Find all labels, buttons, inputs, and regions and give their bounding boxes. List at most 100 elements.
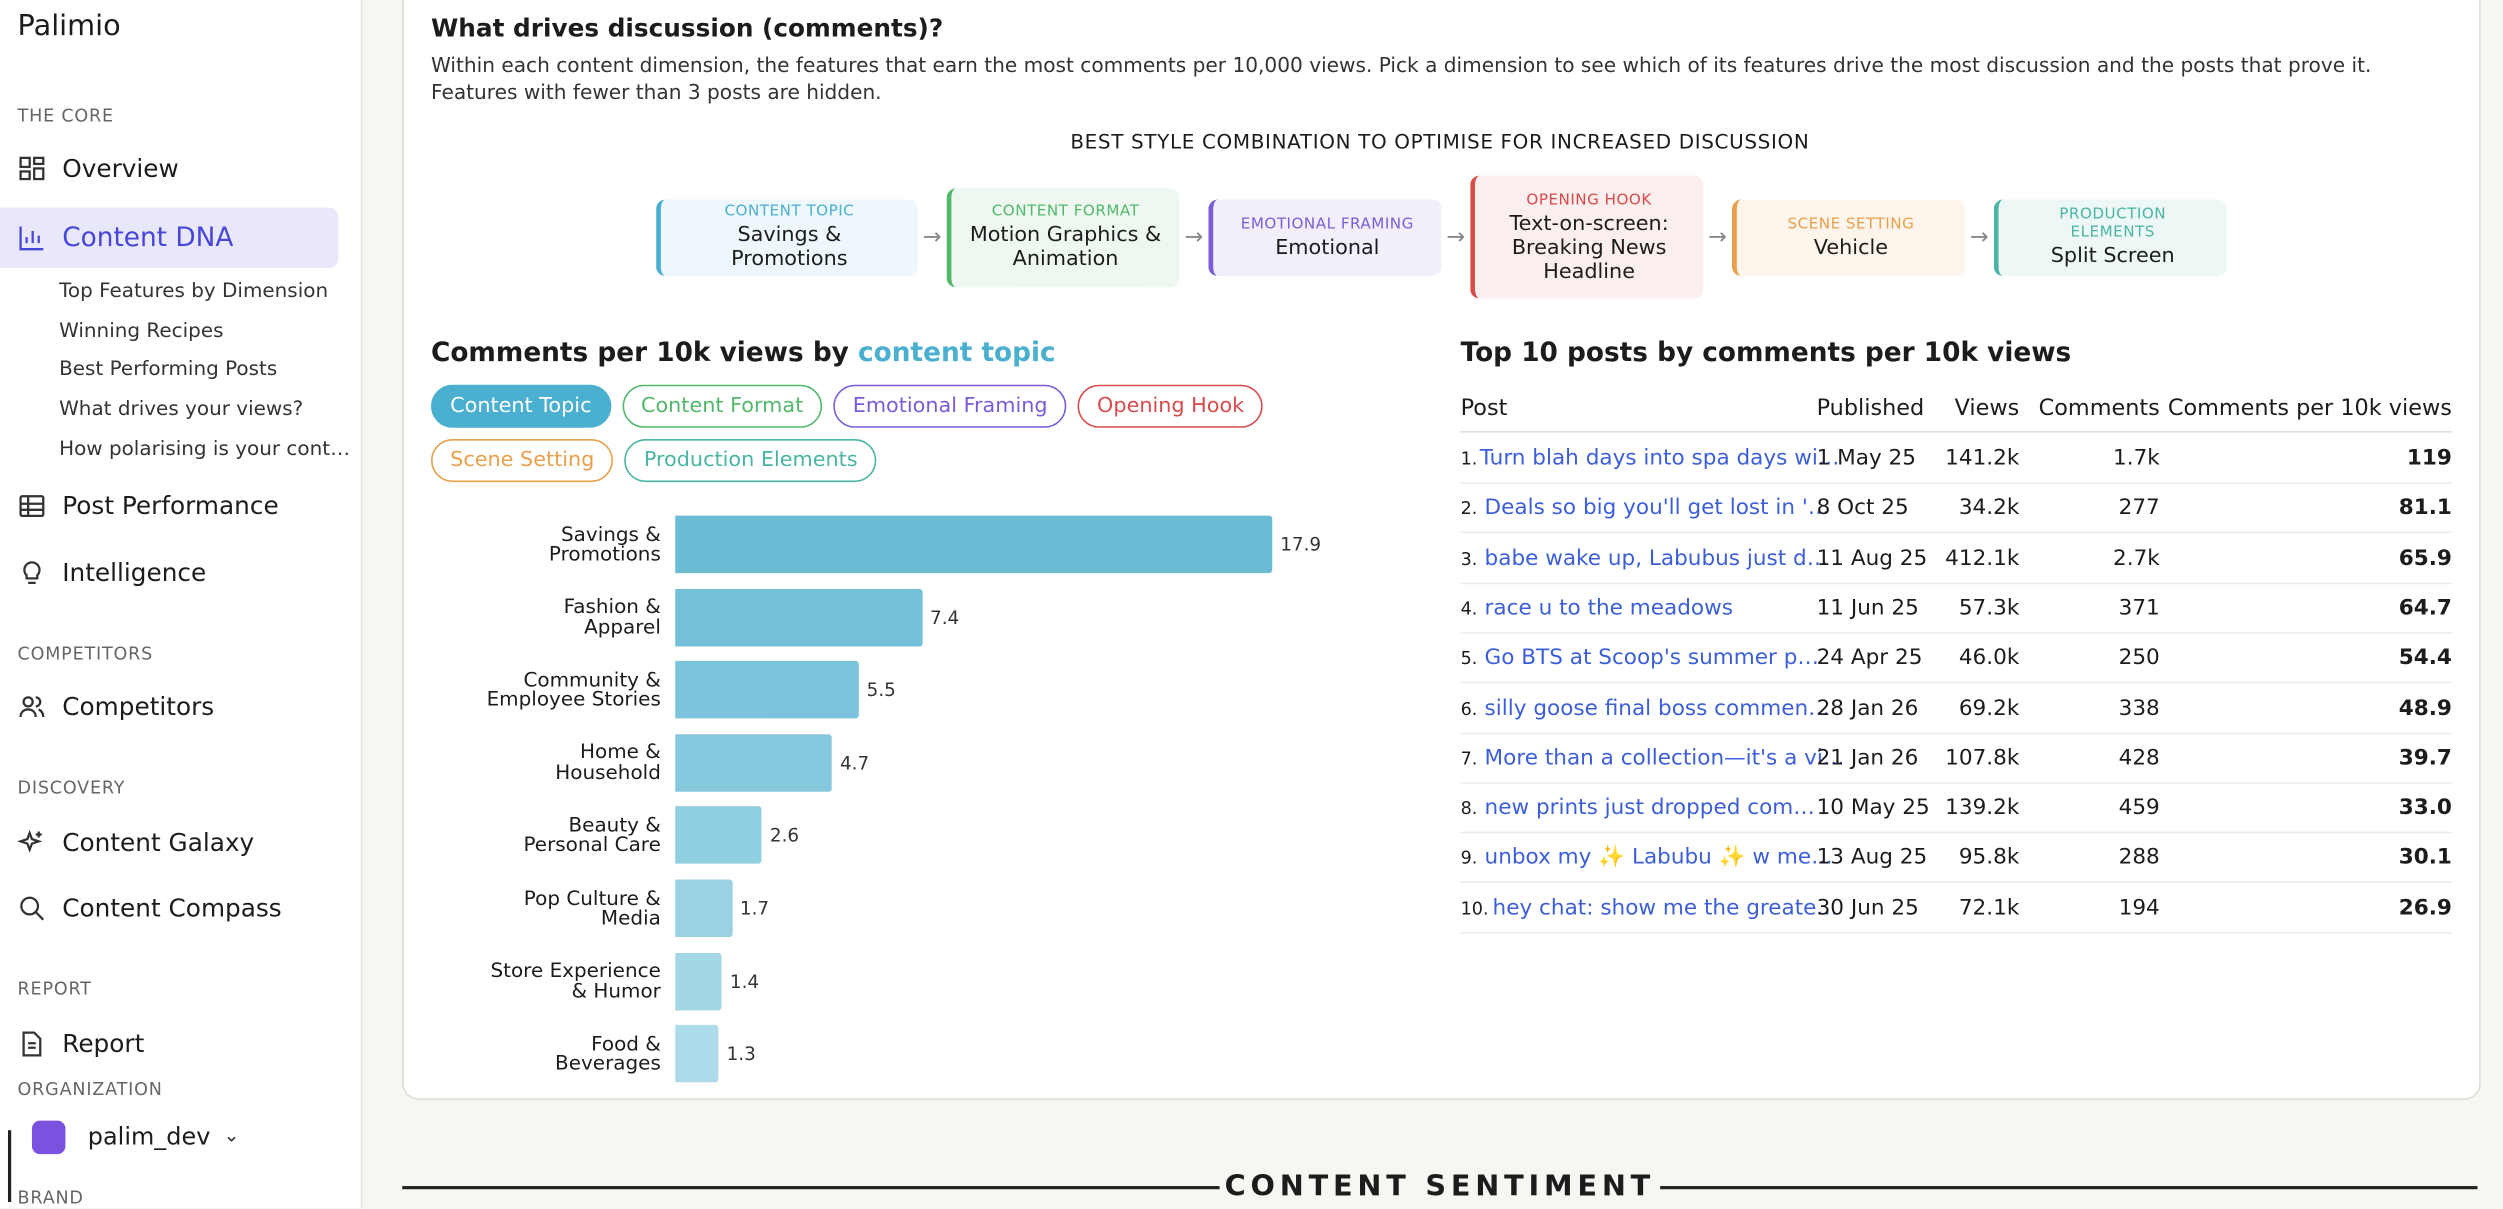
nav-icon	[18, 559, 47, 588]
nav-subitem[interactable]: Best Performing Posts	[59, 356, 278, 381]
table-header: Post	[1460, 395, 1508, 422]
comments: 194	[2118, 895, 2160, 921]
bar-value-label: 5.5	[866, 678, 896, 702]
table-row: 6. silly goose final boss commen… 28 Jan 2…	[1460, 682, 2452, 734]
bar	[675, 733, 832, 792]
bar	[675, 952, 722, 1010]
views: 69.2k	[1958, 695, 2020, 721]
rank: 5.	[1460, 648, 1478, 670]
post-link[interactable]: More than a collection—it's a vi…	[1484, 745, 1845, 771]
post-link[interactable]: unbox my ✨ Labubu ✨ w me…	[1484, 845, 1833, 871]
post-link[interactable]: silly goose final boss commen…	[1484, 695, 1830, 721]
nav-icon	[18, 155, 47, 184]
comments-per-10k: 81.1	[2398, 495, 2452, 521]
combo-value: Emotional	[1275, 235, 1380, 260]
table-row: 8. new prints just dropped com… 10 May 25 1…	[1460, 782, 2452, 834]
nav-subitem[interactable]: Winning Recipes	[59, 317, 224, 342]
comments: 250	[2118, 645, 2160, 671]
tab[interactable]: Opening Hook	[1077, 384, 1264, 428]
table-header: Comments	[2038, 395, 2160, 422]
nav-item[interactable]: Report	[18, 1030, 145, 1059]
published: 11 Aug 25	[1816, 545, 1928, 571]
combo-label: EMOTIONAL FRAMING	[1240, 214, 1414, 233]
views: 34.2k	[1958, 495, 2020, 521]
table-header: Comments per 10k views	[2167, 395, 2452, 422]
comments: 428	[2118, 745, 2160, 771]
nav-item[interactable]: Content DNA	[18, 222, 233, 252]
table-row: 2. Deals so big you'll get lost in '… 8 Oc…	[1460, 483, 2452, 534]
rank: 8.	[1460, 798, 1478, 820]
rank: 4.	[1460, 598, 1478, 620]
tab[interactable]: Content Topic	[431, 384, 611, 428]
tab[interactable]: Emotional Framing	[833, 384, 1067, 428]
section-heading: CONTENT SENTIMENT	[1224, 1170, 1656, 1204]
icon	[17, 829, 43, 853]
org-name[interactable]: palim_dev	[87, 1122, 211, 1151]
post-link[interactable]: new prints just dropped com…	[1484, 795, 1815, 821]
nav-icon	[18, 1030, 47, 1059]
tab[interactable]: Content Format	[621, 384, 823, 428]
rank: 10.	[1460, 898, 1489, 919]
post-link[interactable]: Turn blah days into spa days wi…	[1479, 445, 1840, 471]
tab[interactable]: Scene Setting	[431, 438, 614, 483]
nav-item[interactable]: Content Galaxy	[17, 828, 254, 857]
rank: 7.	[1460, 748, 1478, 770]
post-link[interactable]: Go BTS at Scoop's summer p…	[1484, 645, 1819, 671]
nav-group-heading: ORGANIZATION	[17, 1079, 163, 1100]
combo-value: Text-on-screen: Breaking News Headline	[1509, 211, 1669, 284]
nav-subitem[interactable]: How polarising is your cont…	[59, 435, 351, 460]
views: 57.3k	[1958, 595, 2020, 621]
rank: 6.	[1460, 698, 1478, 720]
combo-label: OPENING HOOK	[1526, 190, 1652, 209]
post-link[interactable]: race u to the meadows	[1484, 595, 1733, 621]
org-icon	[31, 1120, 66, 1155]
combo-value: Split Screen	[2050, 244, 2175, 269]
bar-category-label: Fashion & Apparel	[563, 593, 661, 638]
bar-value-label: 1.7	[739, 897, 770, 920]
comments-per-10k: 39.7	[2398, 745, 2452, 771]
bar	[675, 1025, 719, 1083]
nav-item[interactable]: Intelligence	[18, 559, 206, 588]
nav-icon	[18, 894, 47, 923]
published: 30 Jun 25	[1816, 895, 1919, 921]
icon	[19, 495, 45, 517]
chart-title-text: Comments per 10k views by	[431, 336, 849, 368]
published: 8 Oct 25	[1816, 495, 1909, 521]
post-link[interactable]: Deals so big you'll get lost in '…	[1484, 495, 1830, 521]
combo-card: CONTENT TOPIC Savings & Promotions	[656, 198, 918, 276]
published: 28 Jan 26	[1816, 695, 1919, 721]
brand: Palimio	[17, 9, 121, 44]
comments-per-10k: 33.0	[2398, 795, 2452, 821]
bar-value-label: 4.7	[839, 751, 870, 774]
nav-item[interactable]: Competitors	[18, 693, 214, 722]
nav-group-heading: BRAND	[17, 1187, 84, 1209]
comments: 2.7k	[2113, 545, 2160, 571]
table-row: 9. unbox my ✨ Labubu ✨ w me… 13 Aug 25 95.8…	[1460, 832, 2452, 884]
arrow: →	[922, 224, 942, 250]
tab[interactable]: Production Elements	[624, 438, 877, 483]
tab-group: Content Topic Content Format Emotional Fra…	[431, 384, 1389, 483]
nav-label: Overview	[62, 154, 179, 184]
nav-item[interactable]: Post Performance	[18, 492, 279, 521]
bar	[675, 806, 762, 865]
table-header-rule	[1460, 431, 2452, 433]
combo-card: EMOTIONAL FRAMING Emotional	[1208, 198, 1442, 276]
post-link[interactable]: babe wake up, Labubus just d…	[1484, 545, 1829, 571]
comments: 1.7k	[2113, 445, 2160, 471]
views: 46.0k	[1958, 645, 2020, 671]
arrow: →	[1708, 224, 1727, 250]
nav-subitem[interactable]: What drives your views?	[59, 396, 304, 420]
nav-group-heading: REPORT	[17, 978, 92, 1000]
icon	[19, 696, 45, 718]
comments: 338	[2118, 695, 2160, 721]
chart-title: Comments per 10k views by content topic	[431, 337, 1056, 367]
published: 10 May 25	[1816, 795, 1930, 821]
nav-item[interactable]: Overview	[18, 155, 179, 184]
post-link[interactable]: hey chat: show me the greate…	[1492, 895, 1838, 921]
nav-item[interactable]: Content Compass	[18, 894, 282, 923]
sidebar: Palimio THE CORE Overview Content DNA Post …	[0, 0, 363, 1209]
nav-subitem[interactable]: Top Features by Dimension	[59, 277, 329, 302]
published: 13 Aug 25	[1816, 845, 1928, 871]
nav-icon	[18, 492, 47, 521]
